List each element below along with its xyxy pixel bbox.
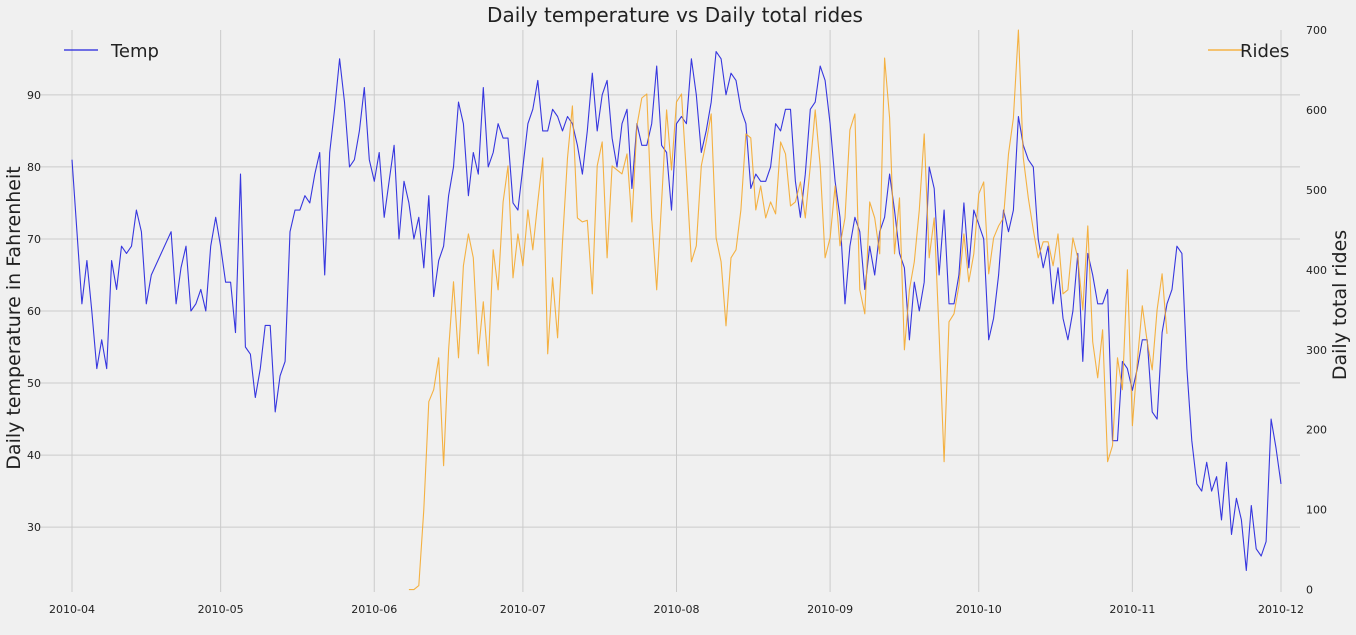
- y2-tick-label: 300: [1306, 344, 1327, 357]
- y-tick-label: 60: [27, 305, 41, 318]
- y2-tick-label: 700: [1306, 24, 1327, 37]
- y2-tick-label: 100: [1306, 504, 1327, 517]
- x-tick-label: 2010-08: [654, 603, 700, 616]
- legend-rides-label: Rides: [1240, 41, 1289, 62]
- x-tick-label: 2010-09: [807, 603, 853, 616]
- series-lines: [71, 29, 1282, 591]
- x-tick-label: 2010-12: [1258, 603, 1304, 616]
- grid: [40, 30, 1300, 592]
- legend-temp-label: Temp: [110, 41, 159, 62]
- y2-tick-label: 200: [1306, 424, 1327, 437]
- y2-axis-label: Daily total rides: [1329, 230, 1351, 380]
- y-tick-label: 90: [27, 89, 41, 102]
- x-tick-label: 2010-05: [198, 603, 244, 616]
- tick-labels: 2010-04 2010-05 2010-06 2010-07 2010-08 2010-…: [27, 24, 1327, 616]
- x-tick-label: 2010-10: [956, 603, 1002, 616]
- series-line-rides: [408, 29, 1168, 591]
- x-tick-label: 2010-04: [49, 603, 95, 616]
- y-tick-label: 80: [27, 161, 41, 174]
- y2-tick-label: 0: [1306, 584, 1313, 597]
- y-axis-label: Daily temperature in Fahrenheit: [3, 166, 25, 469]
- y2-tick-label: 600: [1306, 104, 1327, 117]
- legend-rides: Rides: [1208, 41, 1289, 62]
- legend-temp: Temp: [64, 41, 159, 62]
- y-tick-label: 50: [27, 377, 41, 390]
- series-line-temp: [71, 51, 1282, 571]
- x-tick-label: 2010-07: [500, 603, 546, 616]
- y-tick-label: 70: [27, 233, 41, 246]
- y-tick-label: 30: [27, 521, 41, 534]
- y2-tick-label: 500: [1306, 184, 1327, 197]
- chart-title: Daily temperature vs Daily total rides: [487, 3, 863, 27]
- y-tick-label: 40: [27, 449, 41, 462]
- x-tick-label: 2010-06: [351, 603, 397, 616]
- y2-tick-label: 400: [1306, 264, 1327, 277]
- x-tick-label: 2010-11: [1109, 603, 1155, 616]
